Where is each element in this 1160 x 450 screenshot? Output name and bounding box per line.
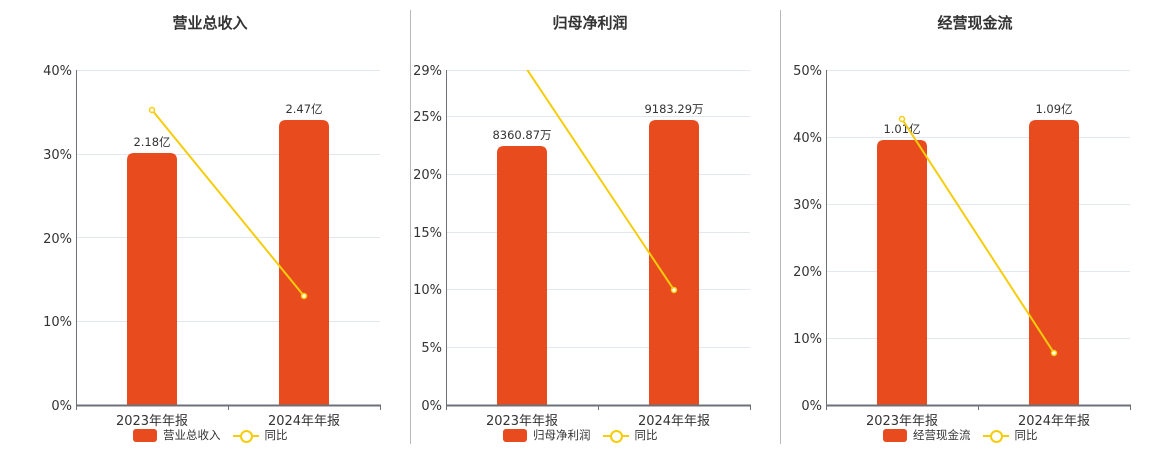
bars [877,120,1079,405]
legend-bar-label[interactable]: 归母净利润 [533,428,591,442]
chart-plot: 0% 5% 10% 15% 20% 25% 29% 8360.87万 9183.… [413,64,751,429]
yoy-line [898,115,1058,357]
yoy-line [148,106,308,300]
svg-text:20%: 20% [43,232,72,247]
x-axis [446,404,751,410]
legend: 营业总收入 同比 [133,427,288,443]
legend-line-label[interactable]: 同比 [1014,428,1038,442]
x-axis [76,404,381,410]
legend-line-label[interactable]: 同比 [264,428,288,442]
legend-bar-swatch[interactable] [133,428,157,442]
bar-2023[interactable] [877,140,927,405]
chart-title: 归母净利润 [552,14,628,32]
svg-text:20%: 20% [413,168,442,183]
chart-title: 营业总收入 [172,14,248,32]
svg-text:20%: 20% [793,265,822,280]
legend-line-swatch[interactable] [982,429,1009,443]
x-axis-label: 2023年年报 [116,414,188,429]
x-axis [826,404,1131,410]
svg-text:40%: 40% [793,131,822,146]
x-axis-label: 2023年年报 [866,414,938,429]
line-point[interactable] [670,286,678,294]
legend-line-swatch[interactable] [602,429,629,443]
grid-lines [447,70,750,348]
y-axis-labels: 0% 10% 20% 30% 40% [43,64,72,414]
legend-line-label[interactable]: 同比 [634,428,658,442]
panel-divider [780,10,781,444]
x-axis-label: 2024年年报 [638,414,710,429]
legend-bar-label[interactable]: 经营现金流 [913,428,971,442]
y-axis-labels: 0% 5% 10% 15% 20% 25% 29% [413,64,442,414]
svg-text:10%: 10% [413,283,442,298]
bar-value-label: 1.01亿 [883,122,920,136]
legend-bar-swatch[interactable] [883,428,907,442]
svg-text:10%: 10% [793,332,822,347]
svg-text:30%: 30% [43,148,72,163]
x-axis-label: 2024年年报 [1018,414,1090,429]
bar-2023[interactable] [497,146,547,405]
svg-text:10%: 10% [43,315,72,330]
svg-text:15%: 15% [413,226,442,241]
bar-value-label: 2.47亿 [285,102,322,116]
chart-panel-net-profit: 归母净利润 0% 5% 10% 15% 20% 25% 29% 8360.87万… [370,0,770,450]
bar-value-label: 9183.29万 [644,102,703,116]
y-axis-labels: 0% 10% 20% 30% 40% 50% [793,64,822,414]
svg-text:29%: 29% [413,64,442,79]
chart-plot: 0% 10% 20% 30% 40% 50% 1.01亿 1.09亿 2023年… [793,64,1131,429]
chart-title: 经营现金流 [937,14,1013,32]
svg-text:0%: 0% [51,399,72,414]
svg-text:5%: 5% [421,341,442,356]
svg-text:25%: 25% [413,110,442,125]
bars [497,120,699,405]
bar-2024[interactable] [649,120,699,405]
grid-lines [827,70,1130,339]
legend: 经营现金流 同比 [883,427,1038,443]
grid-lines [77,70,380,322]
chart-panel-revenue: 营业总收入 0% 10% 20% 30% 40% 2.18亿 2.47亿 [0,0,400,450]
svg-text:40%: 40% [43,64,72,79]
bar-value-label: 8360.87万 [492,128,551,142]
x-axis-label: 2023年年报 [486,414,558,429]
panel-divider [410,10,411,444]
bars [127,120,329,405]
yoy-line [526,70,675,291]
svg-text:0%: 0% [801,399,822,414]
legend-bar-label[interactable]: 营业总收入 [163,428,221,442]
line-point[interactable] [148,106,156,114]
bar-value-label: 1.09亿 [1035,102,1072,116]
line-point[interactable] [898,115,906,123]
chart-plot: 0% 10% 20% 30% 40% 2.18亿 2.47亿 2023年年报 2… [43,64,381,429]
bar-2024[interactable] [279,120,329,405]
bar-2024[interactable] [1029,120,1079,405]
bar-2023[interactable] [127,153,177,405]
svg-text:50%: 50% [793,64,822,79]
x-axis-label: 2024年年报 [268,414,340,429]
chart-panel-operating-cash-flow: 经营现金流 0% 10% 20% 30% 40% 50% 1.01亿 1.09亿 [750,0,1160,450]
svg-text:30%: 30% [793,198,822,213]
legend-line-swatch[interactable] [232,429,259,443]
line-point[interactable] [300,292,308,300]
legend: 归母净利润 同比 [503,427,658,443]
svg-text:0%: 0% [421,399,442,414]
line-point[interactable] [1050,349,1058,357]
bar-value-label: 2.18亿 [133,135,170,149]
legend-bar-swatch[interactable] [503,428,527,442]
